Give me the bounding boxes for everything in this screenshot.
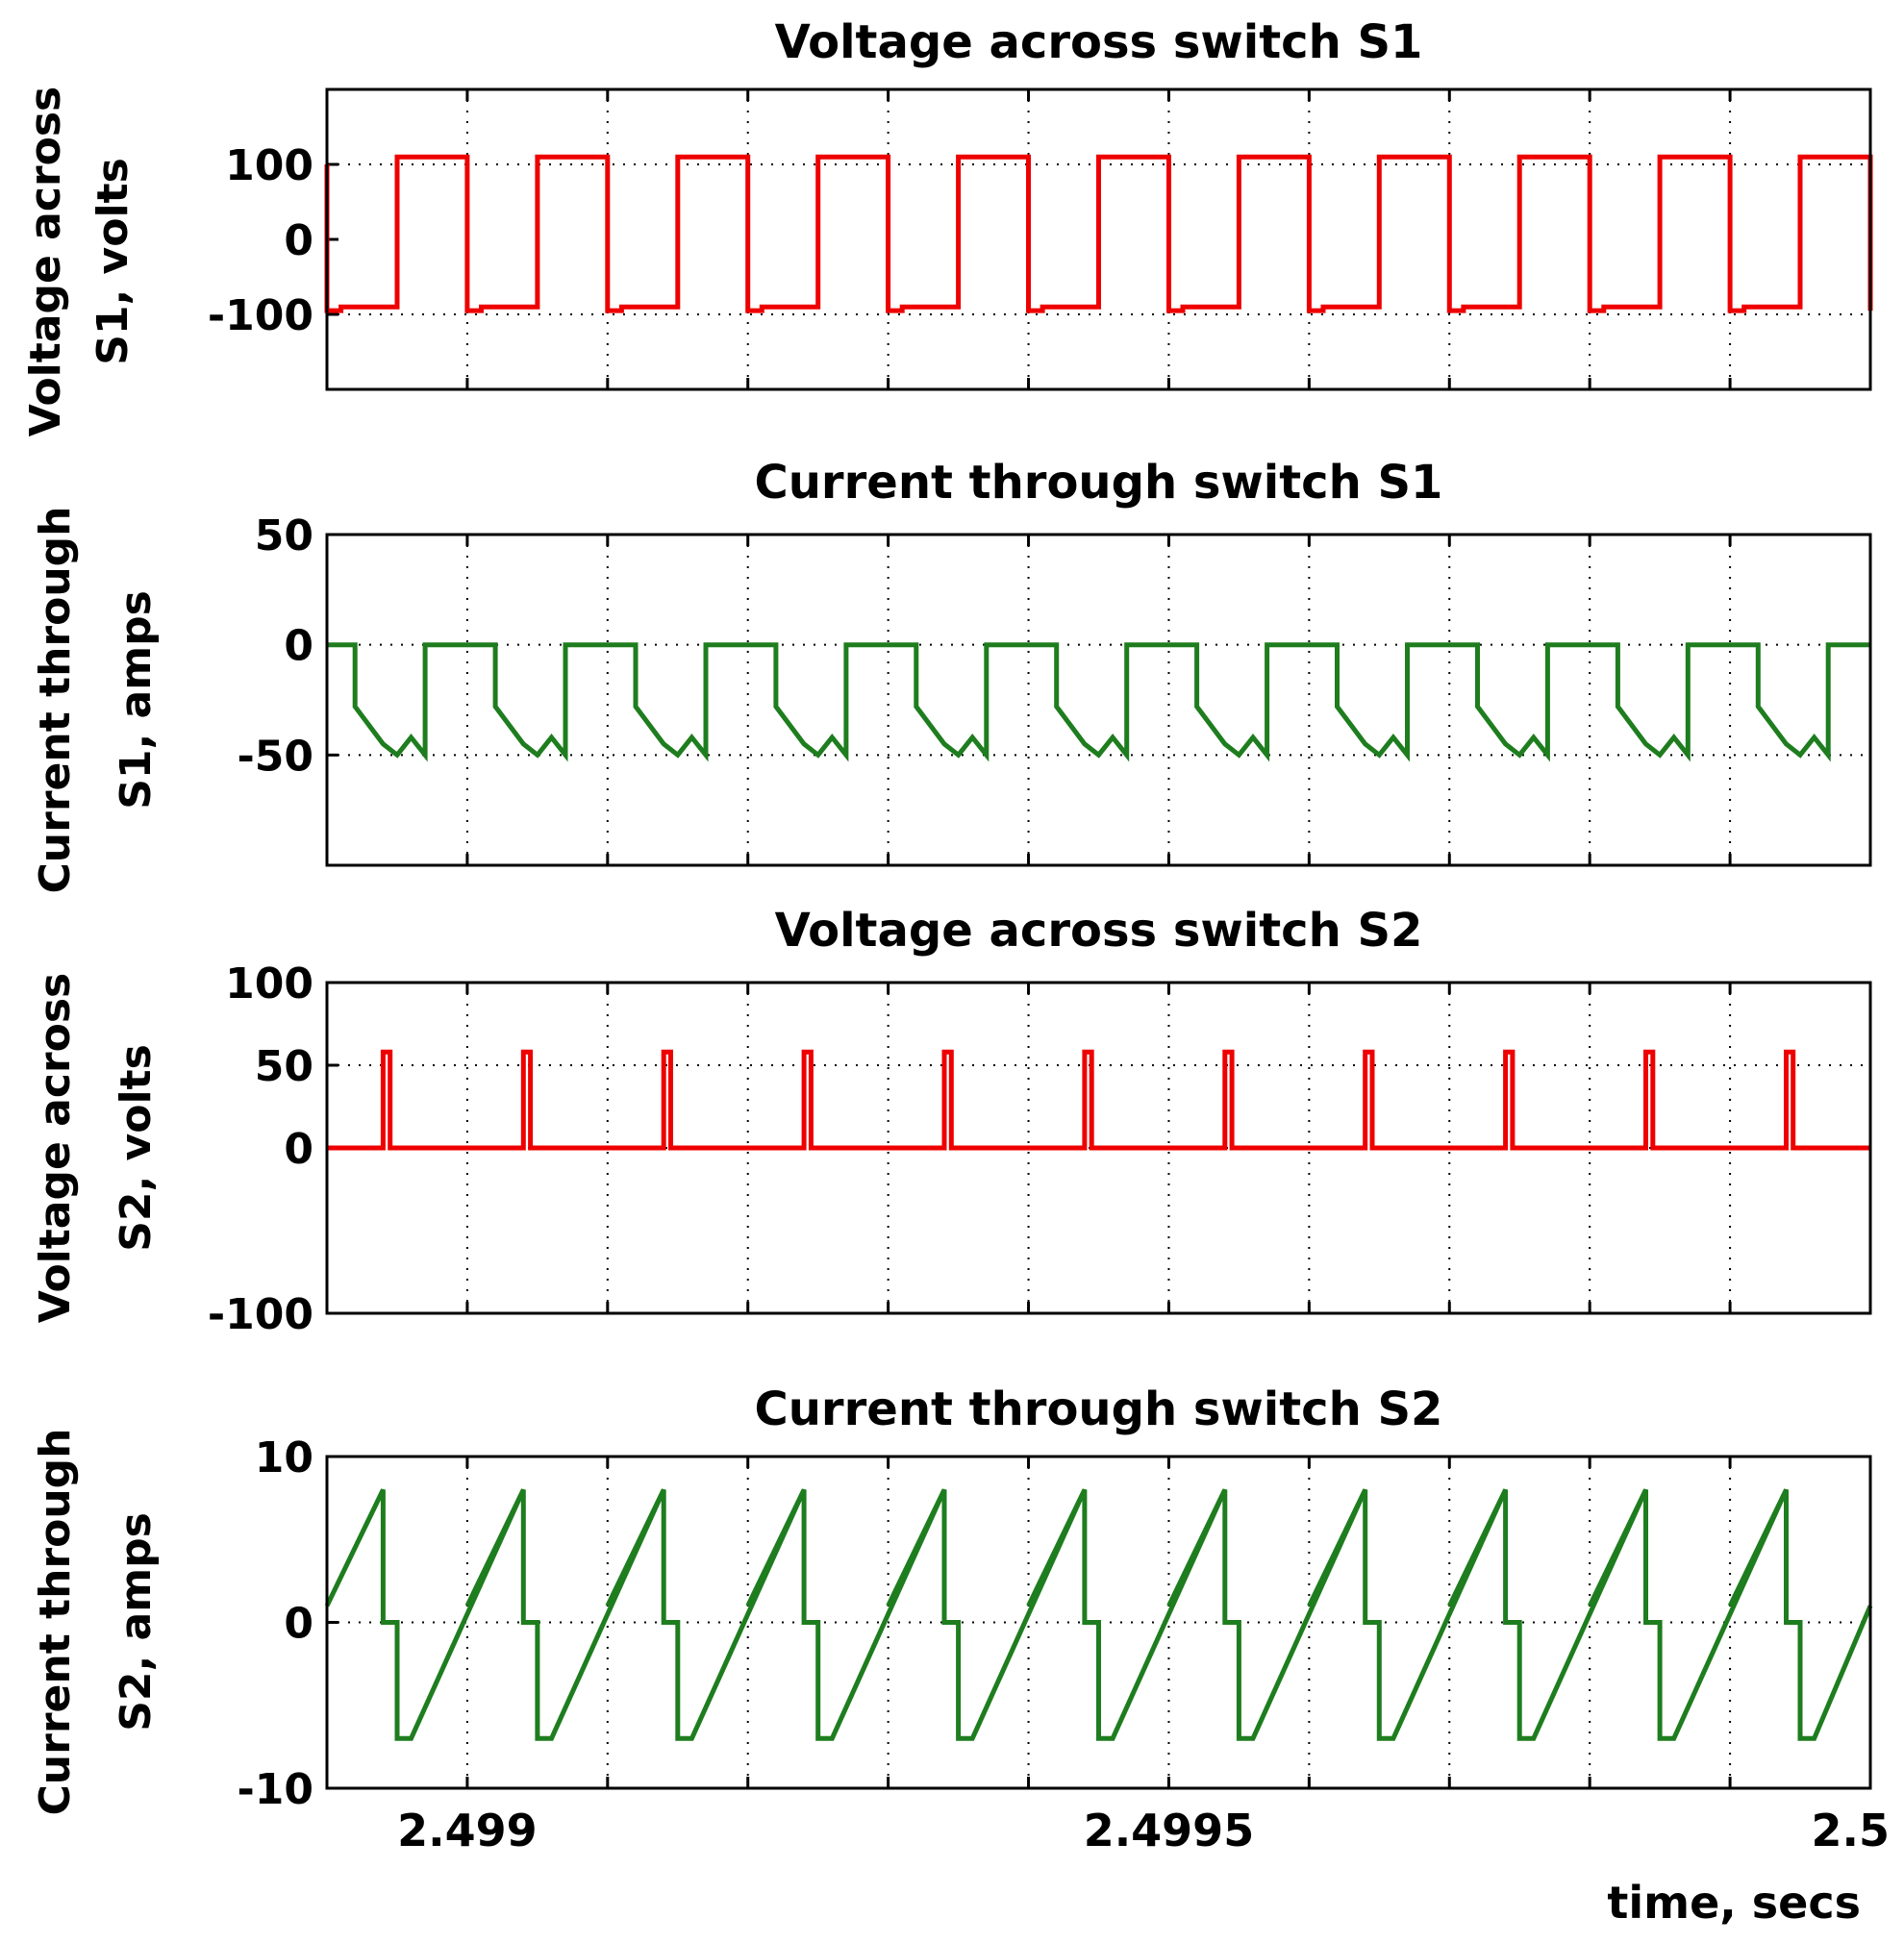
x-axis-label: time, secs	[1607, 1877, 1861, 1929]
plot-frame	[325, 533, 1872, 867]
y-tick-label: -10	[238, 1765, 314, 1814]
panel-title: Voltage across switch S2	[775, 904, 1423, 958]
y-axis-label-line-2: S2, volts	[112, 1044, 161, 1252]
y-axis-label-line-2: S2, amps	[112, 1512, 161, 1731]
series-line	[327, 642, 1870, 762]
grid	[327, 1457, 1872, 1788]
plot-frame	[325, 87, 1872, 391]
y-tick-label: -50	[238, 732, 314, 781]
x-tick-label: 2.499	[397, 1805, 538, 1856]
panel-4: Current through switch S2 Current through…	[31, 1383, 1873, 1816]
y-tick-label: -100	[208, 291, 313, 340]
panel-2: Current through switch S1 Current through…	[31, 456, 1872, 894]
plot-frame	[325, 1455, 1872, 1790]
panel-title: Voltage across switch S1	[775, 15, 1423, 69]
panel-3: Voltage across switch S2 Voltage across S2…	[31, 904, 1872, 1339]
y-tick-label: 100	[225, 141, 313, 190]
y-tick-label: 0	[284, 1125, 313, 1174]
x-tick-label: 2.5	[1812, 1805, 1891, 1856]
y-tick-label: 50	[255, 1042, 313, 1091]
y-tick-label: 50	[255, 511, 313, 560]
series-line	[324, 154, 1873, 313]
x-tick-label: 2.4995	[1084, 1805, 1255, 1856]
plot-frame	[325, 981, 1872, 1315]
x-axis: 2.499 2.4995 2.5 time, secs	[397, 1805, 1890, 1929]
y-axis-label-line-1: Voltage across	[31, 973, 80, 1323]
y-axis-label-line-2: S1, amps	[112, 590, 161, 810]
y-tick-label: -100	[208, 1290, 313, 1339]
y-axis-label-line-1: Current through	[31, 1429, 80, 1816]
y-tick-label: 100	[225, 959, 313, 1009]
panel-1: Voltage across switch S1 Voltage across S1…	[21, 15, 1873, 436]
y-tick-label: 0	[284, 1600, 313, 1649]
y-axis-label-line-2: S1, volts	[88, 158, 138, 365]
series-line	[327, 1049, 1870, 1151]
panel-title: Current through switch S2	[755, 1383, 1443, 1436]
y-axis-label-line-1: Voltage across	[21, 87, 70, 436]
grid	[327, 535, 1872, 865]
series-line	[324, 1488, 1873, 1741]
y-axis-label-line-1: Current through	[31, 507, 80, 894]
y-tick-label: 10	[255, 1433, 313, 1482]
panel-title: Current through switch S1	[755, 456, 1443, 510]
y-tick-label: 0	[284, 622, 313, 671]
y-tick-label: 0	[284, 216, 313, 265]
